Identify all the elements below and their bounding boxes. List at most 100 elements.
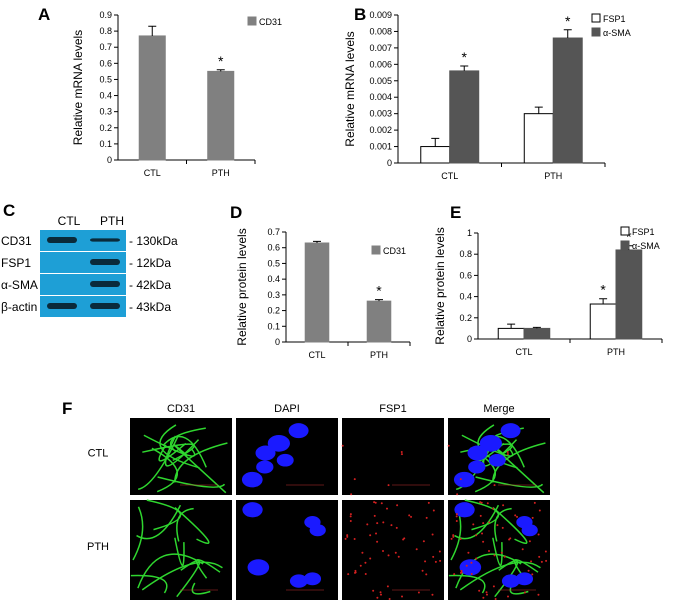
nucleus: [488, 453, 506, 467]
red-stain: [506, 453, 509, 456]
red-stain: [346, 535, 349, 538]
red-stain: [354, 569, 357, 572]
red-stain: [364, 561, 367, 564]
red-stain: [531, 573, 534, 576]
red-stain: [545, 559, 548, 562]
y-tick-label: 0.006: [369, 59, 392, 69]
green-stain: [174, 442, 228, 483]
error-bar: [216, 69, 225, 72]
x-tick-label: PTH: [370, 350, 388, 360]
image-background: [342, 500, 444, 600]
y-tick-label: 0.9: [99, 10, 112, 20]
red-stain: [459, 478, 462, 481]
panel-letter: F: [62, 399, 72, 418]
legend-swatch: [591, 13, 601, 23]
blot-strip: [40, 230, 126, 251]
blot-band: [90, 238, 120, 242]
y-tick-label: 0.3: [99, 107, 112, 117]
y-tick-label: 0.6: [459, 270, 472, 280]
green-stain: [174, 537, 185, 566]
error-bar: [375, 299, 383, 302]
micrograph: [236, 500, 338, 600]
legend-label: CD31: [259, 17, 282, 27]
nucleus: [459, 559, 482, 576]
red-stain: [364, 572, 367, 575]
nucleus: [454, 502, 475, 518]
red-stain: [527, 569, 530, 572]
y-axis-label: Relative mRNA levels: [343, 31, 357, 146]
error-bar: [599, 298, 608, 305]
nucleus: [289, 574, 308, 588]
red-stain: [349, 520, 352, 523]
red-stain: [538, 509, 541, 512]
red-stain: [537, 593, 540, 596]
green-stain: [191, 582, 211, 595]
nucleus: [501, 574, 520, 588]
red-stain: [431, 533, 434, 536]
red-stain: [509, 537, 512, 540]
significance-mark: *: [218, 53, 224, 69]
micrograph: [130, 499, 232, 600]
red-stain: [376, 596, 379, 599]
red-stain: [361, 551, 364, 554]
green-stain: [494, 507, 512, 542]
red-stain: [475, 557, 478, 560]
bar: [366, 300, 392, 343]
y-tick-label: 0: [467, 334, 472, 344]
error-bar: [534, 106, 543, 114]
micrograph: [236, 418, 338, 495]
red-stain: [456, 493, 459, 496]
red-stain: [388, 598, 391, 601]
green-stain: [494, 559, 519, 598]
red-stain: [482, 540, 485, 543]
x-tick-label: CTL: [308, 350, 325, 360]
red-stain: [475, 534, 478, 537]
image-column-label: Merge: [483, 403, 514, 415]
y-tick-label: 0.003: [369, 109, 392, 119]
nucleus: [516, 516, 533, 529]
red-stain: [493, 554, 496, 557]
red-stain: [386, 585, 389, 588]
red-stain: [540, 560, 543, 563]
red-stain: [382, 549, 385, 552]
micrograph: [341, 418, 444, 496]
red-stain: [400, 453, 403, 456]
bar: [497, 327, 525, 340]
y-tick-label: 0: [387, 158, 392, 168]
red-stain: [482, 596, 485, 599]
significance-mark: *: [376, 283, 382, 299]
green-stain: [143, 434, 196, 457]
red-stain: [452, 534, 455, 537]
y-tick-label: 0.6: [99, 58, 112, 68]
blot-strip: [40, 296, 126, 317]
error-bar: [563, 29, 572, 39]
legend-label: α-SMA: [603, 28, 631, 38]
image-background: [130, 500, 232, 600]
red-stain: [460, 569, 463, 572]
red-stain: [369, 557, 372, 560]
nucleus: [304, 516, 321, 529]
green-stain: [164, 435, 200, 467]
significance-mark: *: [565, 13, 571, 29]
blot-size-label: - 43kDa: [129, 300, 171, 314]
red-stain: [350, 493, 353, 496]
green-stain: [130, 574, 168, 594]
nucleus: [241, 471, 263, 488]
red-stain: [353, 478, 356, 481]
green-stain: [492, 442, 546, 483]
red-stain: [366, 523, 369, 526]
image-row-label: PTH: [87, 541, 109, 553]
red-stain: [500, 551, 503, 554]
red-stain: [359, 564, 362, 567]
red-stain: [485, 593, 488, 596]
red-stain: [506, 450, 509, 453]
nucleus: [467, 445, 488, 461]
red-stain: [494, 598, 497, 601]
legend-swatch: [591, 27, 601, 37]
blot-band: [90, 303, 120, 309]
y-axis-label: Relative protein levels: [235, 228, 249, 345]
nucleus: [256, 460, 274, 474]
red-stain: [425, 573, 428, 576]
red-stain: [507, 595, 510, 598]
green-stain: [195, 558, 221, 579]
